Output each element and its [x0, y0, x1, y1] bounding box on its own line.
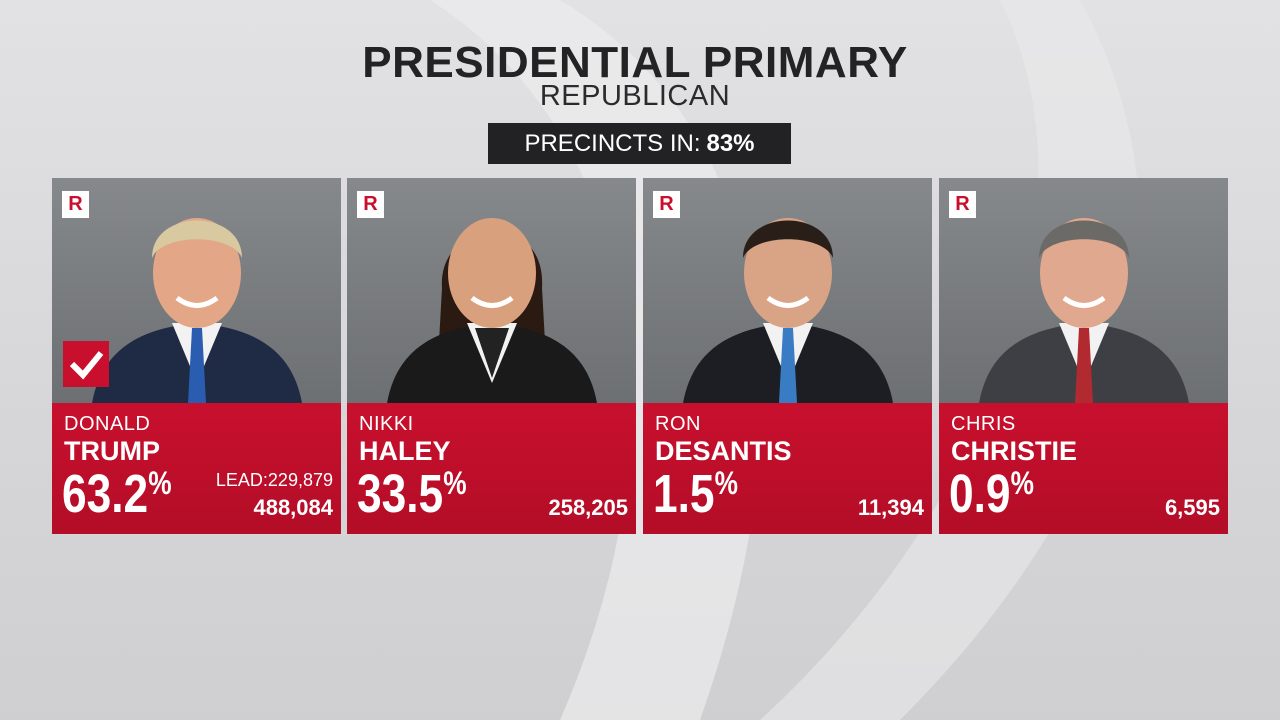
subtitle: REPUBLICAN [539, 80, 731, 112]
candidate-card: R NIKKI HALEY 33.5% 258,205 [347, 178, 636, 534]
percent-value: 63.2 [62, 464, 149, 524]
check-icon [69, 351, 104, 380]
precincts-label: PRECINCTS IN: [524, 129, 701, 157]
party-badge: R [949, 191, 976, 218]
last-name: DESANTIS [655, 436, 792, 466]
last-name: CHRISTIE [951, 436, 1078, 466]
candidate-photo: R [939, 178, 1228, 403]
result-panel: CHRIS CHRISTIE 0.9% 6,595 [939, 403, 1228, 534]
first-name: CHRIS [951, 413, 1016, 435]
candidate-card: R DONALD TRUMP 63.2% LEAD:229,879 488,084 [52, 178, 341, 534]
percent-sign: % [714, 465, 738, 501]
party-badge: R [62, 191, 89, 218]
lead-value: 229,879 [267, 470, 333, 490]
candidate-photo: R [643, 178, 932, 403]
candidate-photo: R [52, 178, 341, 403]
result-panel: NIKKI HALEY 33.5% 258,205 [347, 403, 636, 534]
lead-line: LEAD:229,879 [216, 470, 333, 491]
portrait [979, 218, 1189, 403]
candidate-card: R CHRIS CHRISTIE 0.9% 6,595 [939, 178, 1228, 534]
vote-percent: 63.2% [62, 463, 172, 525]
portrait [387, 218, 597, 403]
vote-percent: 33.5% [357, 463, 467, 525]
result-panel: DONALD TRUMP 63.2% LEAD:229,879 488,084 [52, 403, 341, 534]
result-panel: RON DESANTIS 1.5% 11,394 [643, 403, 932, 534]
winner-check [63, 341, 109, 387]
candidate-photo: R [347, 178, 636, 403]
last-name: HALEY [359, 436, 451, 466]
vote-count: 258,205 [548, 495, 628, 520]
party-badge: R [653, 191, 680, 218]
percent-value: 1.5 [653, 464, 715, 524]
portrait [683, 218, 893, 403]
precincts-value: 83% [706, 129, 755, 157]
candidate-card: R RON DESANTIS 1.5% 11,394 [643, 178, 932, 534]
vote-percent: 0.9% [949, 463, 1034, 525]
vote-count: 6,595 [1164, 495, 1220, 520]
vote-count: 11,394 [857, 495, 924, 520]
precincts-box: PRECINCTS IN: 83% [488, 123, 791, 164]
first-name: RON [655, 413, 701, 435]
last-name: TRUMP [64, 436, 160, 466]
party-badge: R [357, 191, 384, 218]
percent-value: 0.9 [949, 464, 1011, 524]
percent-sign: % [443, 465, 467, 501]
portrait [92, 218, 302, 403]
percent-value: 33.5 [357, 464, 444, 524]
first-name: DONALD [64, 413, 151, 435]
first-name: NIKKI [359, 413, 414, 435]
percent-sign: % [1010, 465, 1034, 501]
lead-label: LEAD: [215, 470, 268, 490]
vote-percent: 1.5% [653, 463, 738, 525]
title: PRESIDENTIAL PRIMARY [362, 38, 908, 87]
percent-sign: % [148, 465, 172, 501]
vote-count: 488,084 [253, 495, 333, 520]
